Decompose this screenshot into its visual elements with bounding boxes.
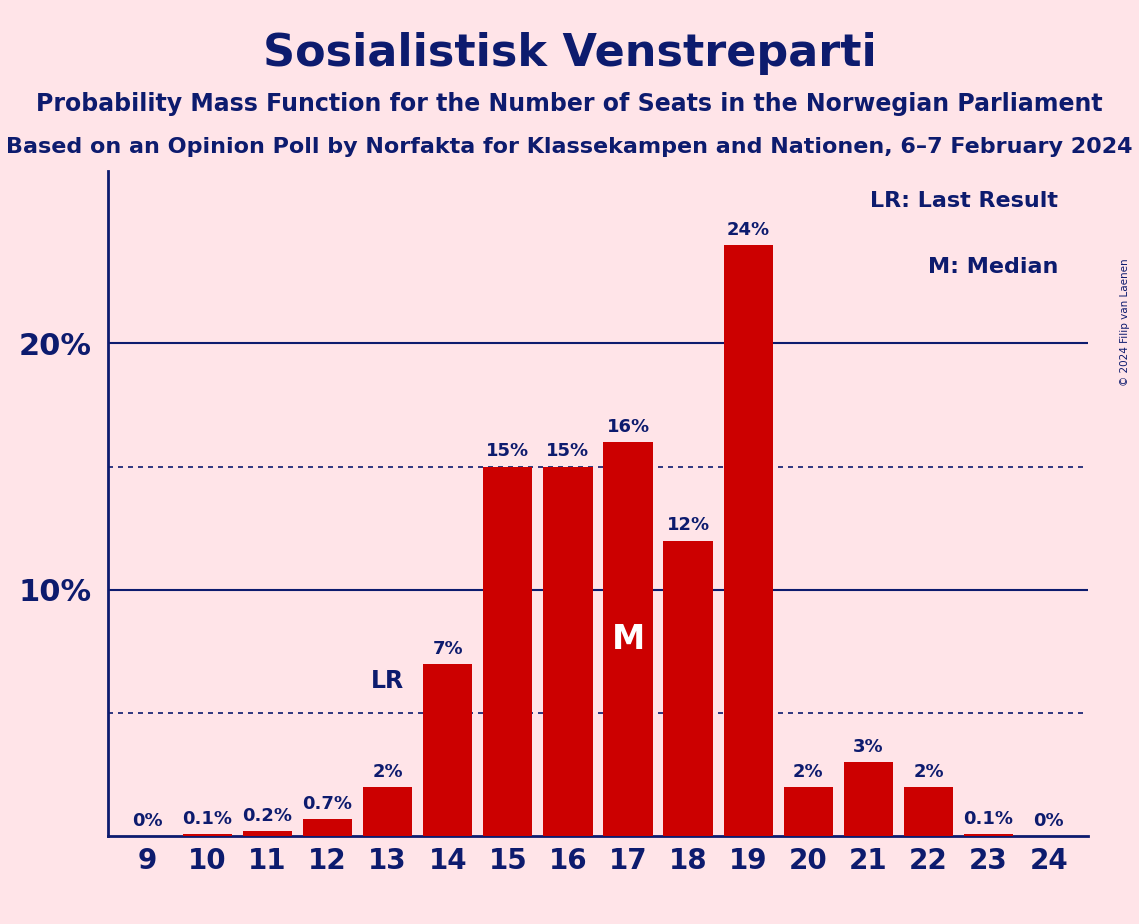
- Text: 24%: 24%: [727, 221, 770, 238]
- Bar: [784, 787, 833, 836]
- Bar: [182, 833, 232, 836]
- Text: 12%: 12%: [666, 517, 710, 534]
- Bar: [363, 787, 412, 836]
- Text: Probability Mass Function for the Number of Seats in the Norwegian Parliament: Probability Mass Function for the Number…: [36, 92, 1103, 116]
- Text: M: M: [612, 623, 645, 656]
- Bar: [723, 245, 773, 836]
- Text: Based on an Opinion Poll by Norfakta for Klassekampen and Nationen, 6–7 February: Based on an Opinion Poll by Norfakta for…: [6, 137, 1133, 157]
- Text: LR: LR: [371, 669, 404, 693]
- Text: 2%: 2%: [372, 763, 403, 781]
- Text: 3%: 3%: [853, 738, 884, 756]
- Bar: [844, 762, 893, 836]
- Text: M: Median: M: Median: [928, 258, 1058, 277]
- Bar: [604, 442, 653, 836]
- Text: 0.1%: 0.1%: [964, 809, 1014, 828]
- Text: 0%: 0%: [132, 812, 163, 830]
- Text: 0%: 0%: [1033, 812, 1064, 830]
- Bar: [964, 833, 1014, 836]
- Text: Sosialistisk Venstreparti: Sosialistisk Venstreparti: [263, 32, 876, 76]
- Bar: [423, 663, 473, 836]
- Text: © 2024 Filip van Laenen: © 2024 Filip van Laenen: [1120, 259, 1130, 386]
- Text: 0.1%: 0.1%: [182, 809, 232, 828]
- Bar: [303, 819, 352, 836]
- Text: 7%: 7%: [433, 639, 464, 658]
- Text: 0.2%: 0.2%: [243, 808, 293, 825]
- Text: 2%: 2%: [793, 763, 823, 781]
- Text: 2%: 2%: [913, 763, 944, 781]
- Bar: [543, 467, 592, 836]
- Bar: [664, 541, 713, 836]
- Text: LR: Last Result: LR: Last Result: [870, 191, 1058, 211]
- Text: 16%: 16%: [606, 418, 649, 436]
- Bar: [483, 467, 532, 836]
- Text: 0.7%: 0.7%: [303, 795, 353, 813]
- Text: 15%: 15%: [486, 443, 530, 460]
- Bar: [243, 832, 292, 836]
- Text: 15%: 15%: [547, 443, 590, 460]
- Bar: [904, 787, 953, 836]
